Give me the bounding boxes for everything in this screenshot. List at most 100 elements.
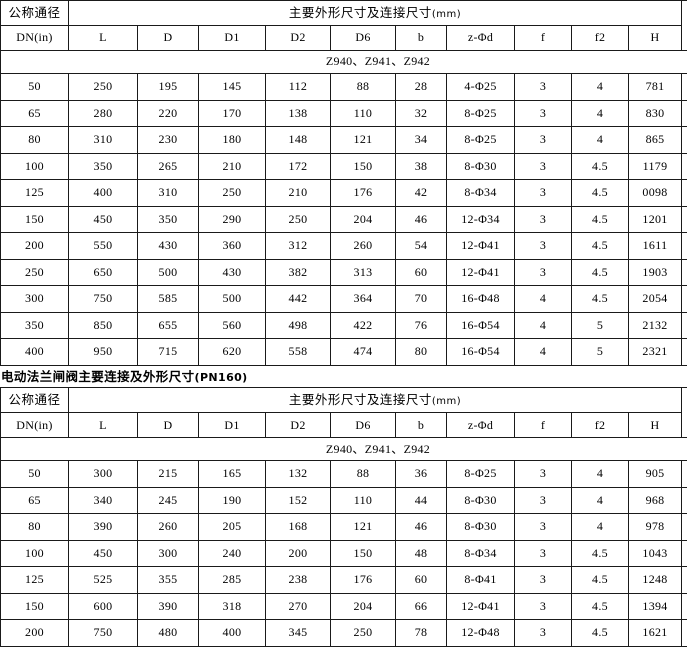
cell-L: 400 xyxy=(69,180,138,207)
cell-H: 1611 xyxy=(629,233,682,260)
cell-b: 32 xyxy=(396,100,447,127)
header-col-f2: f2 xyxy=(572,26,629,51)
cell-f: 3 xyxy=(515,620,572,647)
cell-dn: 350 xyxy=(1,312,69,339)
cell-D: 230 xyxy=(138,127,199,154)
cell-zphid: 16-Φ54 xyxy=(447,312,515,339)
table-row: 350 850 655 560 498 422 76 16-Φ54 4 5 21… xyxy=(1,312,687,339)
cell-D1: 240 xyxy=(199,540,266,567)
cell-D: 500 xyxy=(138,259,199,286)
cell-zphid: 8-Φ34 xyxy=(447,540,515,567)
cell-D2: 270 xyxy=(266,593,331,620)
cell-actuator: ZC180 xyxy=(682,312,687,339)
cell-b: 48 xyxy=(396,540,447,567)
cell-L: 950 xyxy=(69,339,138,366)
cell-actuator: ZC90 xyxy=(682,233,687,260)
cell-D6: 176 xyxy=(331,567,396,594)
cell-D6: 364 xyxy=(331,286,396,313)
cell-zphid: 12-Φ41 xyxy=(447,233,515,260)
header-col-b: b xyxy=(396,26,447,51)
table-row: 65 280 220 170 138 110 32 8-Φ25 3 4 830 … xyxy=(1,100,687,127)
cell-D6: 110 xyxy=(331,487,396,514)
cell-b: 46 xyxy=(396,514,447,541)
cell-f2: 4.5 xyxy=(572,593,629,620)
cell-D6: 121 xyxy=(331,514,396,541)
cell-dn: 50 xyxy=(1,74,69,101)
cell-zphid: 8-Φ30 xyxy=(447,514,515,541)
cell-D6: 260 xyxy=(331,233,396,260)
cell-zphid: 8-Φ34 xyxy=(447,180,515,207)
cell-actuator: ZB15 xyxy=(682,74,687,101)
cell-D2: 172 xyxy=(266,153,331,180)
cell-L: 750 xyxy=(69,620,138,647)
cell-f2: 4.5 xyxy=(572,286,629,313)
cell-dn: 65 xyxy=(1,487,69,514)
cell-D2: 312 xyxy=(266,233,331,260)
spec-table-2: 公称通径 主要外形尺寸及连接尺寸(mm) 电动装置 DN(in) L D D1 … xyxy=(0,387,687,647)
cell-zphid: 8-Φ25 xyxy=(447,100,515,127)
header-main-dimensions: 主要外形尺寸及连接尺寸(mm) xyxy=(69,388,682,413)
model-series-label: Z940、Z941、Z942 xyxy=(1,438,687,461)
table-row: 65 340 245 190 152 110 44 8-Φ30 3 4 968 … xyxy=(1,487,687,514)
cell-dn: 200 xyxy=(1,233,69,260)
cell-D1: 318 xyxy=(199,593,266,620)
cell-L: 350 xyxy=(69,153,138,180)
cell-L: 250 xyxy=(69,74,138,101)
cell-f: 3 xyxy=(515,74,572,101)
table-row: 400 950 715 620 558 474 80 16-Φ54 4 5 23… xyxy=(1,339,687,366)
cell-zphid: 12-Φ41 xyxy=(447,593,515,620)
cell-dn: 80 xyxy=(1,127,69,154)
cell-D6: 110 xyxy=(331,100,396,127)
cell-D2: 112 xyxy=(266,74,331,101)
cell-zphid: 4-Φ25 xyxy=(447,74,515,101)
section-title-table2: 电动法兰闸阀主要连接及外形尺寸(PN160) xyxy=(0,366,687,388)
cell-L: 450 xyxy=(69,206,138,233)
table-row: 150 600 390 318 270 204 66 12-Φ41 3 4.5 … xyxy=(1,593,687,620)
cell-zphid: 8-Φ25 xyxy=(447,127,515,154)
spec-table-1: 公称通径 主要外形尺寸及连接尺寸(mm) 电动装置 DN(in) L D D1 … xyxy=(0,0,687,366)
cell-f2: 5 xyxy=(572,339,629,366)
cell-f2: 4 xyxy=(572,461,629,488)
cell-zphid: 12-Φ34 xyxy=(447,206,515,233)
cell-D2: 152 xyxy=(266,487,331,514)
cell-D1: 190 xyxy=(199,487,266,514)
cell-D: 300 xyxy=(138,540,199,567)
cell-zphid: 16-Φ48 xyxy=(447,286,515,313)
cell-f2: 4.5 xyxy=(572,180,629,207)
cell-f: 3 xyxy=(515,206,572,233)
cell-actuator: ZC60 xyxy=(682,206,687,233)
cell-f2: 4 xyxy=(572,127,629,154)
cell-H: 1201 xyxy=(629,206,682,233)
cell-f: 4 xyxy=(515,339,572,366)
header-main-dimensions-text: 主要外形尺寸及连接尺寸 xyxy=(289,392,432,407)
cell-D6: 204 xyxy=(331,206,396,233)
table-row: 200 750 480 400 345 250 78 12-Φ48 3 4.5 … xyxy=(1,620,687,647)
cell-D6: 88 xyxy=(331,461,396,488)
cell-f2: 4 xyxy=(572,487,629,514)
header-col-L: L xyxy=(69,413,138,438)
cell-dn: 200 xyxy=(1,620,69,647)
cell-L: 310 xyxy=(69,127,138,154)
table-row: 150 450 350 290 250 204 46 12-Φ34 3 4.5 … xyxy=(1,206,687,233)
cell-D6: 250 xyxy=(331,620,396,647)
header-col-D1: D1 xyxy=(199,26,266,51)
cell-b: 60 xyxy=(396,567,447,594)
cell-D1: 560 xyxy=(199,312,266,339)
cell-D1: 620 xyxy=(199,339,266,366)
cell-f2: 4.5 xyxy=(572,620,629,647)
cell-b: 76 xyxy=(396,312,447,339)
cell-D2: 168 xyxy=(266,514,331,541)
cell-D1: 145 xyxy=(199,74,266,101)
header-col-f2: f2 xyxy=(572,413,629,438)
cell-b: 66 xyxy=(396,593,447,620)
cell-D6: 176 xyxy=(331,180,396,207)
cell-H: 2054 xyxy=(629,286,682,313)
cell-dn: 50 xyxy=(1,461,69,488)
cell-D2: 210 xyxy=(266,180,331,207)
cell-D6: 422 xyxy=(331,312,396,339)
cell-D1: 165 xyxy=(199,461,266,488)
cell-f2: 4.5 xyxy=(572,206,629,233)
cell-f: 3 xyxy=(515,259,572,286)
cell-D1: 210 xyxy=(199,153,266,180)
cell-L: 650 xyxy=(69,259,138,286)
